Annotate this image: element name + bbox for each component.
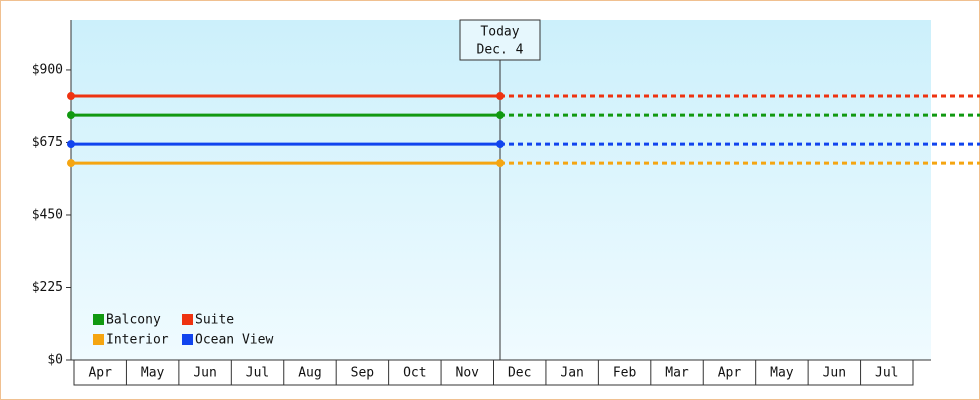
legend-swatch — [182, 334, 193, 345]
today-label: Today — [480, 25, 519, 40]
legend-label: Interior — [106, 333, 169, 348]
legend-label: Balcony — [106, 313, 161, 328]
y-tick-label: $0 — [47, 353, 63, 368]
point — [67, 159, 75, 168]
point — [67, 92, 75, 101]
legend-swatch — [182, 314, 193, 325]
y-tick-label: $675 — [32, 135, 63, 150]
point — [496, 159, 504, 168]
x-tick-label: Jul — [246, 366, 269, 381]
x-tick-label: Mar — [665, 366, 689, 381]
x-tick-label: Jun — [823, 366, 846, 381]
point — [67, 111, 75, 120]
x-tick-label: Jul — [875, 366, 898, 381]
x-tick-label: Jun — [193, 366, 216, 381]
y-tick-label: $900 — [32, 62, 63, 77]
legend-label: Suite — [195, 313, 234, 328]
y-tick-label: $450 — [32, 207, 63, 222]
x-tick-label: Nov — [456, 366, 480, 381]
plot-area — [71, 20, 931, 360]
x-tick-label: May — [141, 366, 165, 381]
x-tick-label: Aug — [298, 366, 321, 381]
point — [496, 140, 504, 149]
today-box — [459, 19, 541, 61]
x-tick-label: May — [770, 366, 794, 381]
x-tick-label: Feb — [613, 366, 637, 381]
x-tick-label: Apr — [88, 366, 112, 381]
point — [496, 111, 504, 120]
x-tick-label: Dec — [508, 366, 531, 381]
point — [496, 92, 504, 101]
legend-swatch — [93, 334, 104, 345]
today-date: Dec. 4 — [477, 43, 524, 58]
point — [67, 140, 75, 149]
y-tick-label: $225 — [32, 280, 63, 295]
x-tick-label: Oct — [403, 366, 426, 381]
x-tick-label: Jan — [560, 366, 583, 381]
legend-swatch — [93, 314, 104, 325]
legend-label: Ocean View — [195, 333, 273, 348]
x-tick-label: Apr — [718, 366, 742, 381]
x-tick-label: Sep — [351, 366, 375, 381]
